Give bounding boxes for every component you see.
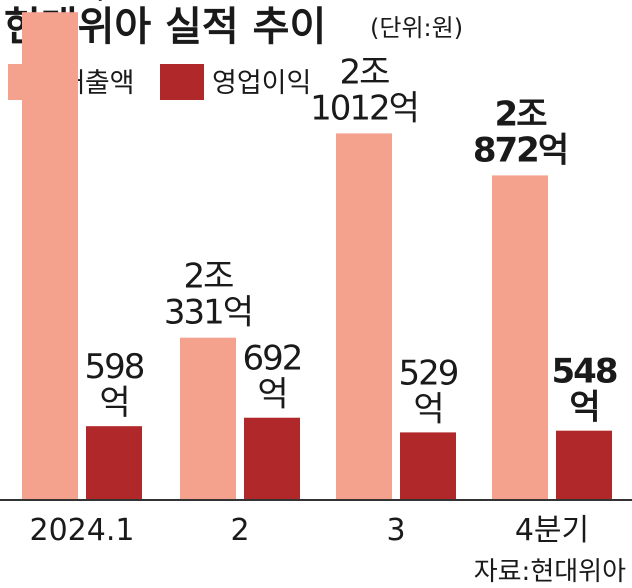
operating-profit-data-label: 억 — [569, 388, 598, 428]
operating-profit-data-label: 억 — [257, 375, 286, 415]
operating-profit-bar — [556, 430, 612, 500]
operating-profit-bar — [86, 426, 142, 500]
revenue-data-label: 2조 — [184, 257, 234, 297]
revenue-data-label: 2조 — [495, 94, 548, 134]
operating-profit-data-label: 692 — [243, 339, 302, 379]
revenue-bar — [492, 175, 548, 500]
x-axis-ticks: 2024.1 2 3 4분기 — [30, 513, 590, 548]
operating-profit-data-label: 548 — [552, 352, 617, 392]
category-tick-label: 2024.1 — [30, 513, 135, 548]
source-note: 자료:현대위아 — [474, 557, 626, 587]
operating-profit-data-label: 529 — [399, 353, 458, 393]
revenue-data-label: 2조 — [340, 52, 390, 92]
operating-profit-bar — [244, 417, 300, 500]
operating-profit-data-label: 598 — [85, 347, 144, 387]
unit-label: (단위:원) — [370, 14, 463, 42]
legend-label-operating-profit: 영업이익 — [212, 68, 311, 99]
revenue-data-label: 331억 — [164, 293, 252, 333]
revenue-data-label: 872억 — [473, 130, 567, 170]
revenue-bar — [22, 12, 78, 500]
bars-group — [22, 12, 612, 500]
operating-profit-bar — [400, 432, 456, 500]
category-tick-label: 4분기 — [515, 513, 589, 548]
revenue-bar — [336, 133, 392, 500]
bar-labels-group: 2조1416억598억2조331억692억2조1012억529억2조872억54… — [0, 0, 619, 429]
operating-profit-data-label: 억 — [99, 383, 128, 423]
revenue-data-label: 1012억 — [310, 88, 418, 128]
category-tick-label: 3 — [386, 513, 405, 548]
revenue-data-label: 1416억 — [0, 0, 104, 7]
operating-profit-data-label: 억 — [413, 389, 442, 429]
legend-swatch-operating-profit — [160, 64, 204, 100]
category-tick-label: 2 — [230, 513, 249, 548]
revenue-bar — [180, 337, 236, 500]
